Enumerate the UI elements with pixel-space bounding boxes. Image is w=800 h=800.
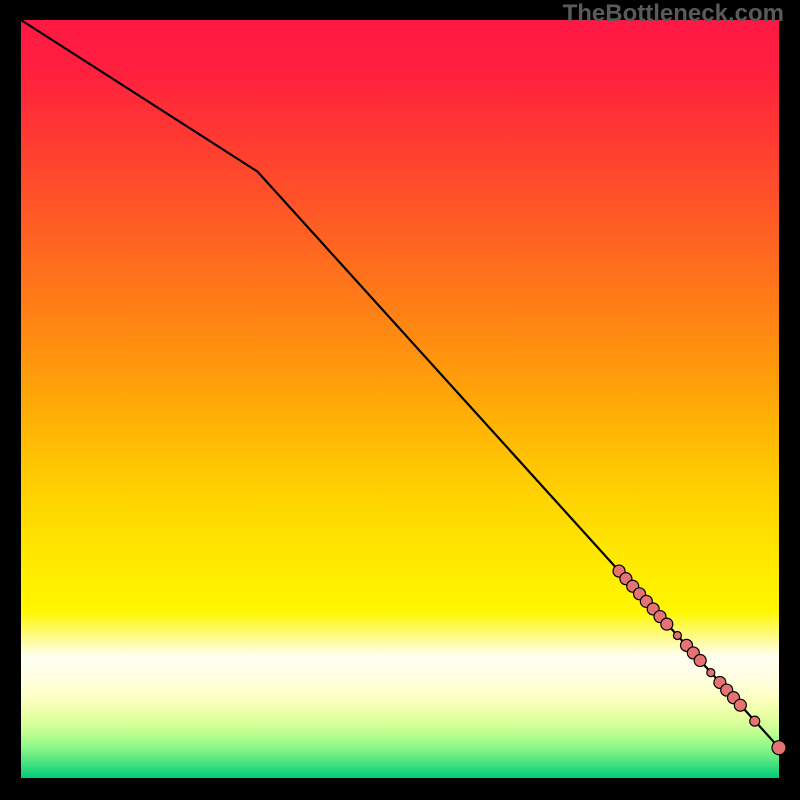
data-marker [750, 716, 760, 726]
chart-line [21, 20, 779, 748]
data-marker [707, 669, 715, 677]
data-marker [694, 655, 706, 667]
data-marker [661, 618, 673, 630]
data-marker [734, 699, 746, 711]
plot-svg [0, 0, 800, 800]
watermark-text: TheBottleneck.com [563, 0, 784, 28]
chart-stage: TheBottleneck.com [0, 0, 800, 800]
data-marker [772, 741, 786, 755]
data-marker [673, 632, 681, 640]
